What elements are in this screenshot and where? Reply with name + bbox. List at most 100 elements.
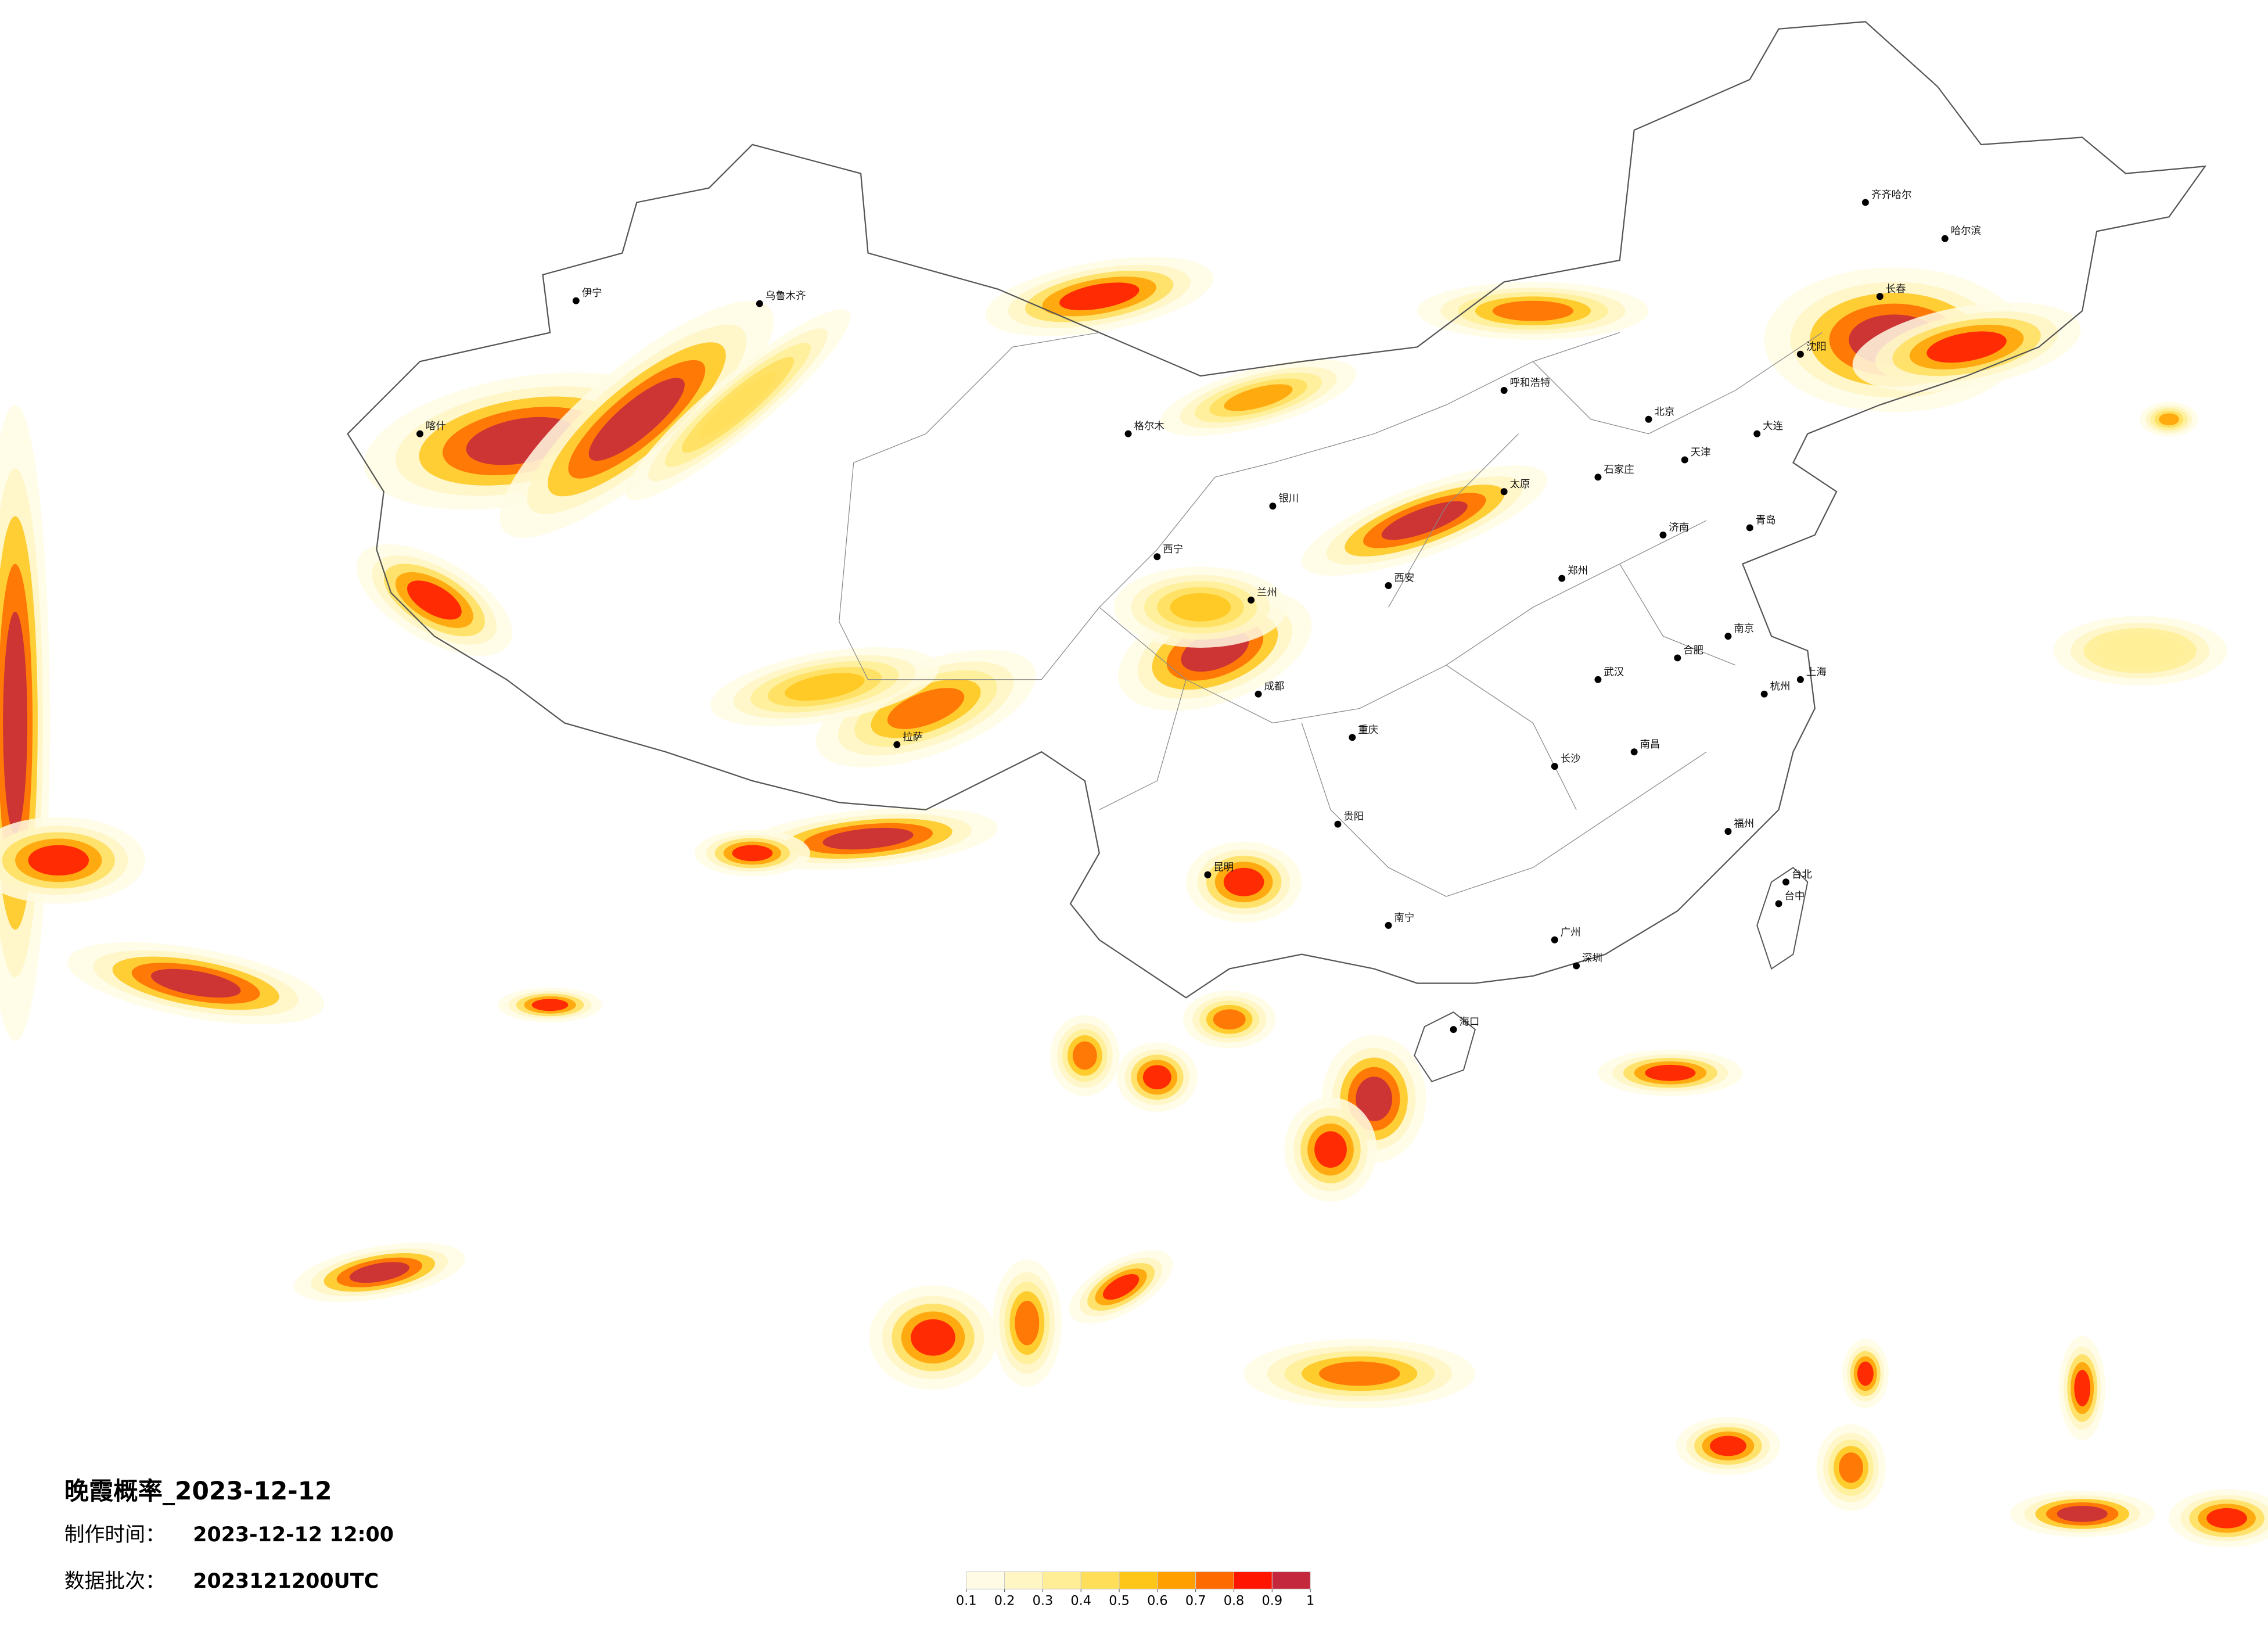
city-label: 西安 xyxy=(1394,573,1415,584)
city-dot xyxy=(1500,387,1508,394)
city-label: 上海 xyxy=(1806,666,1827,678)
city-dot xyxy=(1876,293,1884,300)
taiwan xyxy=(1756,867,1809,970)
city-dot xyxy=(1796,676,1804,683)
legend-swatch xyxy=(1004,1571,1043,1589)
probability-patch xyxy=(1710,1436,1746,1456)
city-dot xyxy=(1594,676,1602,683)
legend-tick-label: 0.2 xyxy=(994,1594,1015,1609)
city-dot xyxy=(893,741,901,748)
legend-swatch xyxy=(966,1571,1005,1589)
legend-swatch xyxy=(1119,1571,1158,1589)
batch-label: 数据批次： xyxy=(64,1570,166,1593)
probability-patch xyxy=(150,968,241,998)
probability-patch xyxy=(911,1319,955,1356)
city-label: 喀什 xyxy=(426,421,446,432)
city-dot xyxy=(1385,582,1392,589)
probability-patch xyxy=(1839,1452,1863,1483)
city-label: 郑州 xyxy=(1568,565,1588,577)
hainan xyxy=(1414,1011,1476,1082)
city-label: 济南 xyxy=(1669,522,1689,533)
legend-tick-label: 0.7 xyxy=(1185,1594,1206,1609)
city-label: 广州 xyxy=(1561,927,1581,938)
city-label: 银川 xyxy=(1278,493,1299,505)
city-dot xyxy=(1645,415,1652,423)
legend: 0.1 0.2 0.3 0.4 0.5 0.6 0.7 0.8 0.9 1 xyxy=(956,1571,1314,1609)
city-dot xyxy=(1153,553,1161,561)
probability-patch xyxy=(2109,638,2171,663)
legend-tick-label: 0.9 xyxy=(1262,1594,1283,1609)
legend-tick-label: 0.3 xyxy=(1033,1594,1054,1609)
city-dot xyxy=(1551,763,1558,770)
made-time-value: 2023-12-12 12:00 xyxy=(193,1523,394,1547)
probability-patch xyxy=(1857,1361,1874,1386)
city-label: 重庆 xyxy=(1358,724,1378,736)
legend-swatch xyxy=(1157,1571,1196,1589)
city-label: 福州 xyxy=(1734,819,1754,830)
probability-patch xyxy=(1492,300,1574,321)
legend-tick-label: 0.5 xyxy=(1109,1594,1130,1609)
city-label: 拉萨 xyxy=(903,731,923,743)
city-label: 西宁 xyxy=(1163,544,1183,555)
city-label: 杭州 xyxy=(1770,681,1791,692)
city-label: 哈尔滨 xyxy=(1951,225,1981,237)
city-label: 格尔木 xyxy=(1134,421,1164,432)
probability-patch xyxy=(1356,1077,1393,1121)
legend-swatch xyxy=(1080,1571,1120,1589)
city-dot xyxy=(1782,878,1789,886)
city-label: 南京 xyxy=(1734,623,1754,635)
city-label: 兰州 xyxy=(1257,587,1277,598)
city-label: 太原 xyxy=(1510,479,1530,490)
city-label: 合肥 xyxy=(1683,645,1703,656)
city-dot xyxy=(1269,503,1277,510)
probability-patch xyxy=(407,580,462,620)
legend-swatch xyxy=(1195,1571,1235,1589)
city-label: 天津 xyxy=(1691,447,1711,458)
city-dot xyxy=(1573,962,1580,970)
city-dot xyxy=(1746,524,1753,532)
city-dot xyxy=(416,430,423,437)
city-label: 武汉 xyxy=(1604,666,1624,678)
city-label: 昆明 xyxy=(1213,862,1234,873)
city-label: 台中 xyxy=(1785,891,1805,902)
city-label: 石家庄 xyxy=(1604,464,1634,476)
probability-patch xyxy=(1645,1064,1696,1081)
city-label: 大连 xyxy=(1763,421,1783,432)
batch-value: 2023121200UTC xyxy=(193,1570,379,1593)
city-label: 海口 xyxy=(1460,1017,1480,1028)
city-dot xyxy=(1753,430,1761,437)
city-dot xyxy=(1775,900,1782,907)
probability-patch xyxy=(887,688,965,729)
city-label: 长春 xyxy=(1886,284,1906,295)
legend-tick-label: 0.1 xyxy=(956,1594,977,1609)
probability-patch xyxy=(1015,1301,1040,1345)
city-dot xyxy=(1558,575,1566,582)
china-border xyxy=(347,21,2207,999)
probability-patch xyxy=(1224,384,1293,411)
city-dot xyxy=(756,300,763,307)
probability-patch xyxy=(349,1262,409,1283)
probability-field xyxy=(0,256,2268,1548)
city-label: 成都 xyxy=(1264,681,1285,692)
probability-patch xyxy=(1072,1041,1097,1070)
probability-patch xyxy=(822,827,914,850)
city-dot xyxy=(1594,473,1602,481)
legend-tick-label: 0.6 xyxy=(1147,1594,1168,1609)
city-dot xyxy=(1796,350,1804,358)
city-dot xyxy=(1334,820,1342,828)
city-label: 台北 xyxy=(1792,869,1812,881)
city-label: 伊宁 xyxy=(582,288,602,299)
city-dot xyxy=(1861,199,1869,206)
city-label: 深圳 xyxy=(1582,953,1602,964)
probability-patch xyxy=(588,378,685,461)
city-dot xyxy=(1681,456,1688,464)
probability-patch xyxy=(1314,1131,1347,1168)
legend-tick-label: 0.4 xyxy=(1070,1594,1091,1609)
city-label: 齐齐哈尔 xyxy=(1871,189,1912,201)
probability-patch xyxy=(2074,1369,2091,1406)
probability-patch xyxy=(3,611,28,835)
map-title: 晚霞概率_2023-12-12 xyxy=(64,1477,332,1505)
